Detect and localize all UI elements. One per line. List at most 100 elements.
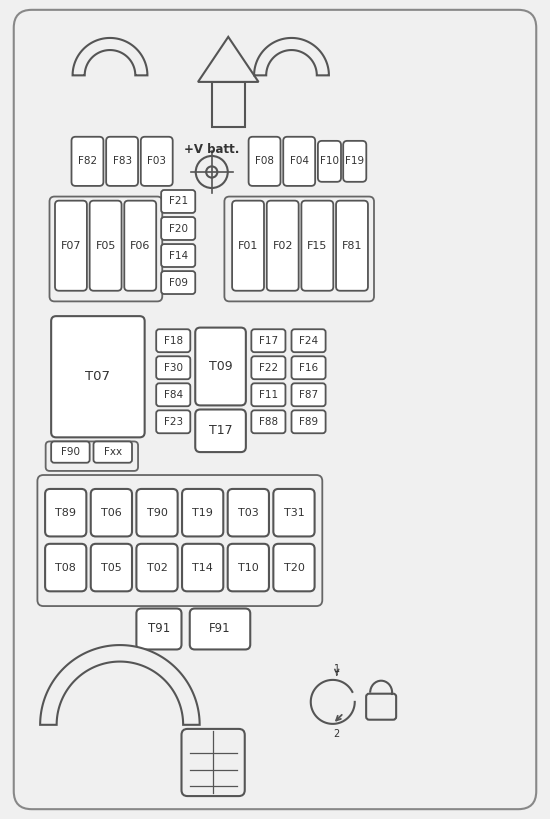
FancyBboxPatch shape [91, 489, 132, 536]
Text: T08: T08 [56, 563, 76, 572]
FancyBboxPatch shape [251, 410, 285, 433]
FancyBboxPatch shape [182, 729, 245, 796]
Text: T14: T14 [192, 563, 213, 572]
FancyBboxPatch shape [318, 141, 341, 182]
Polygon shape [212, 82, 245, 127]
FancyBboxPatch shape [292, 356, 326, 379]
Text: T02: T02 [147, 563, 167, 572]
FancyBboxPatch shape [343, 141, 366, 182]
Text: T19: T19 [192, 508, 213, 518]
FancyBboxPatch shape [51, 441, 90, 463]
Text: F09: F09 [169, 278, 188, 287]
FancyBboxPatch shape [45, 544, 86, 591]
FancyBboxPatch shape [273, 544, 315, 591]
FancyBboxPatch shape [273, 489, 315, 536]
Polygon shape [73, 38, 147, 75]
Text: F18: F18 [164, 336, 183, 346]
Text: F84: F84 [164, 390, 183, 400]
Text: 1: 1 [334, 664, 340, 674]
FancyBboxPatch shape [249, 137, 280, 186]
FancyBboxPatch shape [182, 544, 223, 591]
FancyBboxPatch shape [251, 383, 285, 406]
FancyBboxPatch shape [72, 137, 103, 186]
FancyBboxPatch shape [94, 441, 132, 463]
FancyBboxPatch shape [182, 489, 223, 536]
Text: F16: F16 [299, 363, 318, 373]
FancyBboxPatch shape [292, 410, 326, 433]
Text: F07: F07 [60, 241, 81, 251]
Text: F11: F11 [259, 390, 278, 400]
Polygon shape [198, 37, 258, 82]
FancyBboxPatch shape [141, 137, 173, 186]
Text: F81: F81 [342, 241, 362, 251]
Text: T09: T09 [209, 360, 232, 373]
Text: T17: T17 [209, 424, 232, 437]
Text: F21: F21 [169, 197, 188, 206]
Text: 2: 2 [334, 729, 340, 739]
Text: F90: F90 [61, 447, 80, 457]
Text: F30: F30 [164, 363, 183, 373]
Text: F19: F19 [345, 156, 364, 166]
FancyBboxPatch shape [366, 694, 396, 720]
Text: T91: T91 [148, 622, 170, 636]
FancyBboxPatch shape [45, 489, 86, 536]
FancyBboxPatch shape [228, 544, 269, 591]
FancyBboxPatch shape [156, 356, 190, 379]
FancyBboxPatch shape [267, 201, 299, 291]
FancyBboxPatch shape [232, 201, 264, 291]
FancyBboxPatch shape [190, 609, 250, 649]
Text: T05: T05 [101, 563, 122, 572]
Text: F06: F06 [130, 241, 151, 251]
FancyBboxPatch shape [156, 383, 190, 406]
FancyBboxPatch shape [91, 544, 132, 591]
FancyBboxPatch shape [292, 329, 326, 352]
Text: F05: F05 [95, 241, 116, 251]
Text: F17: F17 [259, 336, 278, 346]
FancyBboxPatch shape [195, 328, 246, 405]
FancyBboxPatch shape [90, 201, 122, 291]
Text: F89: F89 [299, 417, 318, 427]
FancyBboxPatch shape [55, 201, 87, 291]
Text: F24: F24 [299, 336, 318, 346]
Text: T10: T10 [238, 563, 258, 572]
FancyBboxPatch shape [336, 201, 368, 291]
FancyBboxPatch shape [156, 410, 190, 433]
Text: F03: F03 [147, 156, 166, 166]
FancyBboxPatch shape [136, 544, 178, 591]
FancyBboxPatch shape [136, 489, 178, 536]
Text: F82: F82 [78, 156, 97, 166]
Text: T90: T90 [147, 508, 167, 518]
Text: T20: T20 [284, 563, 304, 572]
Text: F88: F88 [259, 417, 278, 427]
Text: T89: T89 [55, 508, 76, 518]
FancyBboxPatch shape [161, 190, 195, 213]
Text: F91: F91 [209, 622, 231, 636]
Text: T03: T03 [238, 508, 258, 518]
FancyBboxPatch shape [156, 329, 190, 352]
Text: F20: F20 [169, 224, 188, 233]
Text: F02: F02 [272, 241, 293, 251]
FancyBboxPatch shape [228, 489, 269, 536]
Text: T31: T31 [284, 508, 304, 518]
Text: F83: F83 [113, 156, 131, 166]
FancyBboxPatch shape [106, 137, 138, 186]
Text: F14: F14 [169, 251, 188, 260]
Text: F87: F87 [299, 390, 318, 400]
FancyBboxPatch shape [195, 410, 246, 452]
Polygon shape [40, 645, 200, 725]
FancyBboxPatch shape [124, 201, 156, 291]
FancyBboxPatch shape [161, 244, 195, 267]
FancyBboxPatch shape [301, 201, 333, 291]
FancyBboxPatch shape [136, 609, 182, 649]
Text: F04: F04 [290, 156, 309, 166]
Text: F22: F22 [259, 363, 278, 373]
Text: F08: F08 [255, 156, 274, 166]
Text: Fxx: Fxx [104, 447, 122, 457]
Polygon shape [254, 38, 329, 75]
Text: T07: T07 [85, 370, 111, 383]
FancyBboxPatch shape [161, 271, 195, 294]
Text: F15: F15 [307, 241, 328, 251]
FancyBboxPatch shape [251, 329, 285, 352]
FancyBboxPatch shape [283, 137, 315, 186]
Text: F10: F10 [320, 156, 339, 166]
